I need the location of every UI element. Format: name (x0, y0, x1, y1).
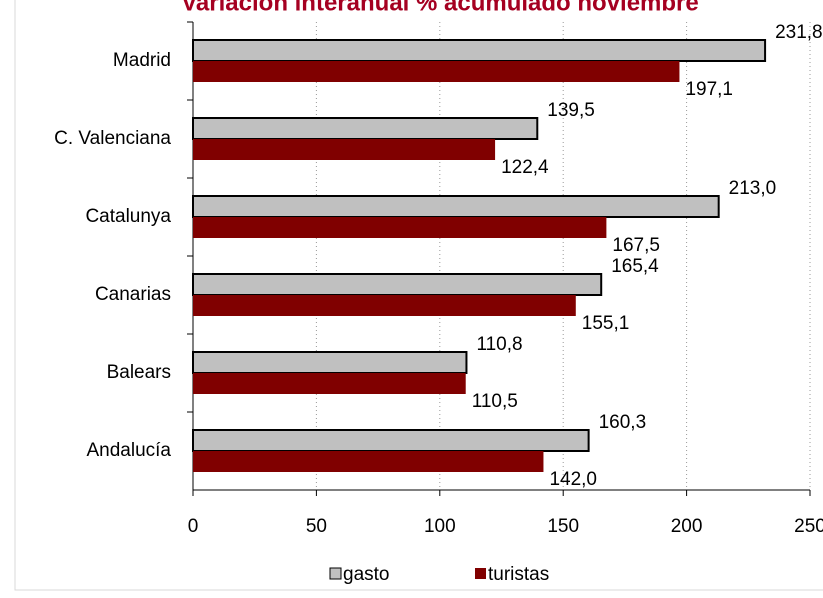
data-label: 155,1 (582, 313, 630, 334)
legend-swatch (329, 567, 342, 580)
data-label: 110,5 (472, 391, 518, 412)
x-tick-label: 200 (671, 516, 703, 537)
x-tick-label: 0 (188, 516, 199, 537)
bar (193, 373, 466, 394)
legend-label: turistas (488, 564, 549, 585)
bar (192, 39, 767, 62)
data-label: 231,8 (775, 22, 823, 43)
y-tick-label: Andalucía (86, 440, 171, 461)
bar (193, 61, 680, 82)
data-label: 213,0 (729, 178, 777, 199)
data-label: 142,0 (549, 469, 597, 490)
bar (192, 195, 720, 218)
y-tick-label: C. Valenciana (54, 128, 171, 149)
y-tick-label: Balears (107, 362, 171, 383)
data-label: 167,5 (612, 235, 660, 256)
x-tick-label: 100 (424, 516, 456, 537)
y-tick-label: Madrid (113, 50, 171, 71)
bar (193, 217, 607, 238)
bar (192, 351, 468, 374)
legend-swatch (475, 568, 486, 579)
x-tick-label: 150 (547, 516, 579, 537)
bar (193, 451, 544, 472)
data-label: 197,1 (685, 79, 733, 100)
chart-border (14, 0, 823, 591)
y-tick-label: Canarias (95, 284, 171, 305)
data-label: 122,4 (501, 157, 549, 178)
legend-label: gasto (343, 564, 389, 585)
bar (193, 139, 496, 160)
x-tick-label: 250 (794, 516, 823, 537)
y-tick-label: Catalunya (85, 206, 171, 227)
data-label: 139,5 (547, 100, 595, 121)
bar (192, 429, 590, 452)
data-label: 160,3 (599, 412, 647, 433)
bar (193, 295, 576, 316)
bar (192, 273, 603, 296)
data-label: 110,8 (476, 334, 522, 355)
bar (192, 117, 539, 140)
x-tick-label: 50 (306, 516, 327, 537)
chart-title: Variación interanual % acumulado noviemb… (181, 0, 699, 16)
data-label: 165,4 (611, 256, 659, 277)
